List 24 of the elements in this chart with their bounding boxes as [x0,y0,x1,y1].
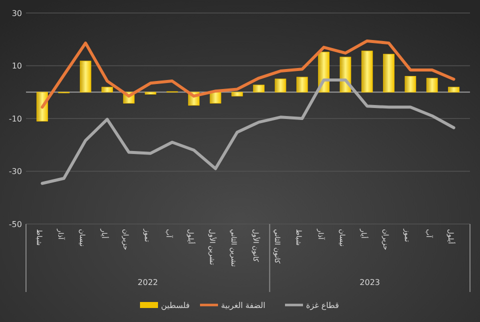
text: 2023 [360,278,380,287]
bar [144,92,156,94]
bar [274,78,286,92]
bar [102,86,113,92]
bar [361,50,373,92]
bar [296,76,308,92]
bar [80,60,92,92]
legend-label: قطاع غزة [306,300,340,310]
y-tick-label: -10 [8,114,22,124]
y-tick-label: 30 [12,8,22,18]
legend-label: الضفة الغربية [221,300,266,310]
bar [232,92,243,96]
text: 2022 [138,278,158,287]
y-tick-label: -50 [8,220,22,229]
bar [253,84,264,92]
bar [404,76,416,92]
line-series [40,39,456,109]
bar [210,92,222,104]
bar [426,78,438,92]
y-tick-label: -30 [8,167,22,176]
bar [448,86,460,92]
bar [383,54,394,92]
legend-label: فلسطين [161,300,190,310]
y-tick-label: 10 [12,62,22,71]
